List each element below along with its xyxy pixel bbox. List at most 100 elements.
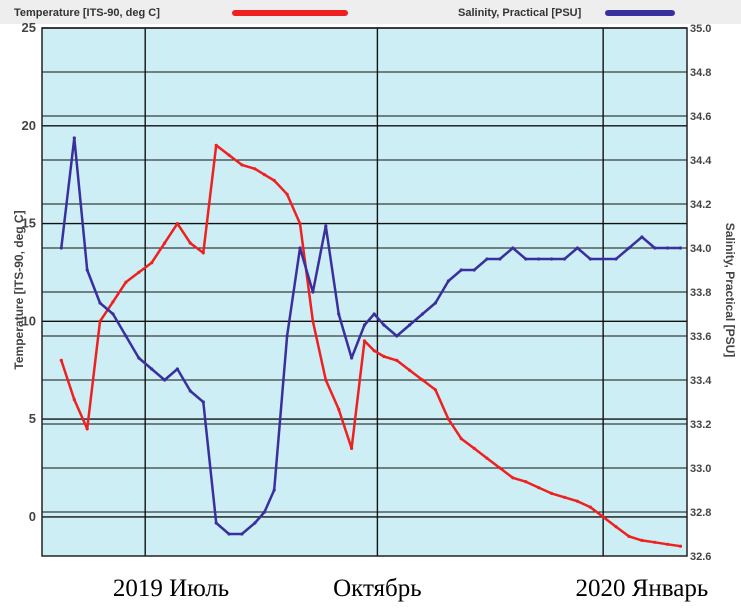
x-axis-label-0: 2019 Июль bbox=[113, 575, 229, 602]
data-point-temperature-34 bbox=[485, 456, 489, 460]
data-point-temperature-40 bbox=[562, 495, 567, 499]
right-tick-label-11: 32.8 bbox=[690, 507, 711, 519]
data-point-temperature-31 bbox=[446, 417, 450, 421]
left-tick-label-4: 5 bbox=[29, 411, 36, 426]
data-point-salinity-4 bbox=[111, 312, 115, 316]
data-point-temperature-4 bbox=[111, 300, 115, 304]
right-tick-label-6: 33.8 bbox=[690, 287, 711, 299]
data-point-salinity-41 bbox=[575, 246, 580, 250]
data-point-salinity-39 bbox=[549, 257, 554, 261]
data-point-salinity-19 bbox=[298, 246, 302, 250]
data-point-temperature-22 bbox=[337, 407, 341, 411]
data-point-salinity-34 bbox=[485, 257, 489, 261]
data-point-salinity-33 bbox=[472, 268, 476, 272]
data-point-salinity-38 bbox=[537, 257, 541, 261]
data-point-salinity-42 bbox=[588, 257, 592, 261]
data-point-temperature-39 bbox=[549, 491, 554, 495]
data-point-temperature-2 bbox=[85, 427, 89, 431]
right-tick-label-1: 34.8 bbox=[690, 67, 711, 79]
series-layer bbox=[59, 136, 683, 548]
data-point-temperature-5 bbox=[124, 280, 128, 284]
data-point-temperature-44 bbox=[614, 525, 618, 529]
data-point-temperature-35 bbox=[498, 466, 502, 470]
data-point-temperature-48 bbox=[666, 542, 670, 546]
data-point-salinity-2 bbox=[85, 268, 89, 272]
data-point-temperature-15 bbox=[253, 167, 257, 171]
data-point-temperature-7 bbox=[150, 261, 154, 265]
data-point-temperature-33 bbox=[472, 446, 476, 450]
data-point-temperature-47 bbox=[653, 540, 657, 544]
right-tick-label-8: 33.4 bbox=[690, 375, 712, 387]
legend-salinity-label: Salinity, Practical [PSU] bbox=[458, 7, 582, 19]
data-point-salinity-20 bbox=[311, 290, 315, 294]
right-axis-ticks: 35.0 34.8 34.6 34.4 34.2 34.0 33.8 33.6 33.4 33.2… bbox=[690, 23, 712, 563]
data-point-salinity-6 bbox=[137, 356, 141, 360]
data-point-temperature-41 bbox=[575, 499, 580, 503]
left-axis-title: Temperature [ITS-90, deg C] bbox=[12, 210, 26, 369]
data-point-temperature-3 bbox=[98, 319, 102, 323]
data-point-salinity-35 bbox=[498, 257, 502, 261]
data-point-salinity-24 bbox=[362, 323, 367, 327]
grid-lines bbox=[42, 27, 687, 557]
data-point-salinity-46 bbox=[640, 235, 644, 239]
data-point-salinity-11 bbox=[201, 400, 205, 404]
data-point-temperature-28 bbox=[408, 368, 412, 372]
data-point-salinity-32 bbox=[459, 268, 463, 272]
data-point-temperature-25 bbox=[372, 349, 376, 353]
data-point-temperature-12 bbox=[214, 143, 218, 147]
data-point-salinity-16 bbox=[262, 510, 267, 514]
data-point-salinity-29 bbox=[420, 312, 425, 316]
data-point-salinity-8 bbox=[163, 378, 167, 382]
right-tick-label-9: 33.2 bbox=[690, 419, 711, 431]
right-tick-label-2: 34.6 bbox=[690, 111, 711, 123]
data-point-salinity-40 bbox=[562, 257, 567, 261]
data-point-temperature-16 bbox=[262, 173, 267, 177]
data-point-temperature-29 bbox=[420, 378, 425, 382]
right-tick-label-5: 34.0 bbox=[690, 243, 711, 255]
data-point-salinity-18 bbox=[285, 334, 289, 338]
data-point-salinity-37 bbox=[524, 257, 528, 261]
right-axis-title: Salinity, Practical [PSU] bbox=[723, 223, 737, 358]
data-point-salinity-3 bbox=[98, 301, 102, 305]
right-tick-label-7: 33.6 bbox=[690, 331, 711, 343]
left-tick-label-0: 25 bbox=[22, 20, 36, 35]
data-point-salinity-45 bbox=[627, 246, 631, 250]
left-tick-label-3: 10 bbox=[22, 313, 36, 328]
data-point-salinity-7 bbox=[150, 367, 154, 371]
data-point-temperature-13 bbox=[227, 153, 231, 157]
plot-frame bbox=[41, 27, 688, 557]
data-point-temperature-30 bbox=[433, 388, 437, 392]
data-point-temperature-8 bbox=[163, 241, 167, 245]
x-axis-label-1: Октябрь bbox=[333, 575, 422, 602]
data-point-temperature-37 bbox=[524, 480, 528, 484]
data-point-salinity-27 bbox=[395, 334, 399, 338]
left-tick-label-2: 15 bbox=[22, 216, 36, 231]
data-point-salinity-28 bbox=[408, 323, 412, 327]
data-point-salinity-21 bbox=[324, 224, 328, 228]
data-point-temperature-14 bbox=[240, 163, 244, 167]
data-point-salinity-26 bbox=[382, 323, 386, 327]
data-point-temperature-1 bbox=[72, 398, 76, 402]
x-axis-labels: 2019 Июль Октябрь 2020 Январь bbox=[113, 575, 708, 602]
data-point-salinity-30 bbox=[433, 301, 437, 305]
data-point-temperature-20 bbox=[311, 319, 315, 323]
data-point-salinity-22 bbox=[337, 312, 341, 316]
right-tick-label-10: 33.0 bbox=[690, 463, 711, 475]
data-point-temperature-11 bbox=[201, 251, 205, 255]
legend-temperature-label: Temperature [ITS-90, deg C] bbox=[14, 7, 160, 19]
data-point-salinity-15 bbox=[253, 521, 257, 525]
data-point-temperature-49 bbox=[678, 544, 683, 548]
data-point-salinity-14 bbox=[240, 532, 244, 536]
data-point-temperature-32 bbox=[459, 437, 463, 441]
data-point-salinity-17 bbox=[272, 488, 276, 492]
data-point-salinity-25 bbox=[372, 312, 376, 316]
chart-legend: Temperature [ITS-90, deg C] Salinity, Pr… bbox=[0, 0, 741, 24]
data-point-temperature-36 bbox=[511, 476, 515, 480]
series-line-temperature bbox=[60, 144, 681, 548]
data-point-salinity-36 bbox=[511, 246, 515, 250]
data-point-temperature-0 bbox=[59, 358, 63, 362]
data-point-salinity-31 bbox=[446, 279, 450, 283]
right-tick-label-4: 34.2 bbox=[690, 199, 711, 211]
data-point-temperature-19 bbox=[298, 222, 302, 226]
